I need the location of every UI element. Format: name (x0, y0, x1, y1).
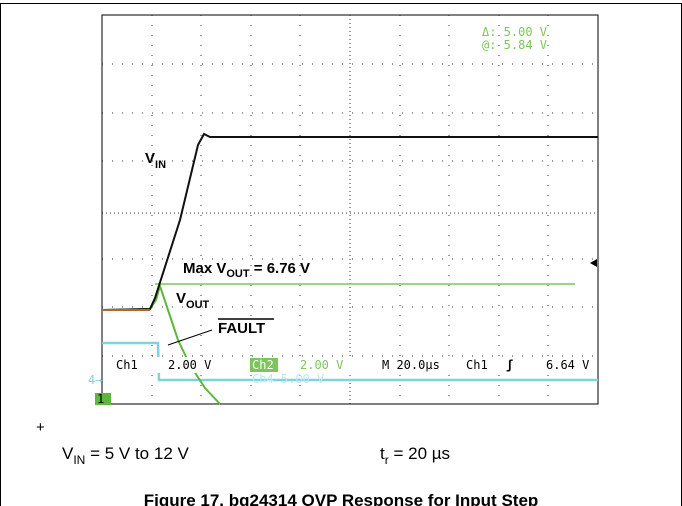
status-bar (103, 357, 597, 373)
ch4-marker: 4→ (88, 373, 102, 387)
text: V (145, 150, 155, 167)
sub: IN (73, 453, 85, 467)
fault-label: FAULT (218, 320, 265, 337)
vin-trace (101, 132, 598, 311)
text: = 6.76 V (250, 260, 310, 277)
ch2: Ch2 (252, 358, 274, 372)
text: V (176, 290, 186, 307)
text: = 20 µs (389, 444, 450, 463)
text: t (380, 444, 385, 463)
figure-caption: Figure 17. bq24314 OVP Response for Inpu… (144, 491, 539, 506)
timebase: M 20.0µs (382, 358, 440, 372)
plus: + (36, 419, 45, 436)
sub: OUT (186, 299, 210, 311)
ch1-marker-box (95, 393, 111, 405)
trigger-marker (590, 259, 597, 267)
vin-condition: VIN = 5 V to 12 V (62, 444, 189, 467)
ch1-scale: 2.00 V (168, 358, 211, 372)
sub: r (385, 453, 389, 467)
trig-ch: Ch1 (466, 358, 488, 372)
delta-readout: Δ: 5.00 V (482, 25, 547, 39)
sub: IN (155, 159, 166, 171)
tr-condition: tr = 20 µs (380, 444, 450, 467)
text: Max V (183, 260, 226, 277)
text: V (62, 444, 74, 463)
ch1-marker: 1 (97, 392, 104, 406)
trig-slope: ʃ (506, 358, 513, 372)
fault-pointer (167, 329, 213, 346)
ch1: Ch1 (116, 358, 138, 372)
trig-level: 6.64 V (546, 358, 589, 372)
fault-bg (206, 318, 276, 336)
at-readout: @: 5.84 V (482, 38, 547, 52)
scope-screen: Δ: 5.00 V @: 5.84 V VIN Max VOUT = 6.76 … (101, 14, 599, 405)
sub: OUT (226, 268, 250, 280)
screen-border (101, 14, 599, 405)
max-label: Max VOUT = 6.76 V (183, 260, 310, 280)
ch4: Ch4 5.00 V (252, 372, 324, 386)
ch2-scale: 2.00 V (300, 358, 343, 372)
vout-label: VOUT (176, 290, 210, 311)
ch2-box (250, 358, 278, 372)
text: = 5 V to 12 V (85, 444, 189, 463)
vin-label: VIN (145, 150, 166, 171)
